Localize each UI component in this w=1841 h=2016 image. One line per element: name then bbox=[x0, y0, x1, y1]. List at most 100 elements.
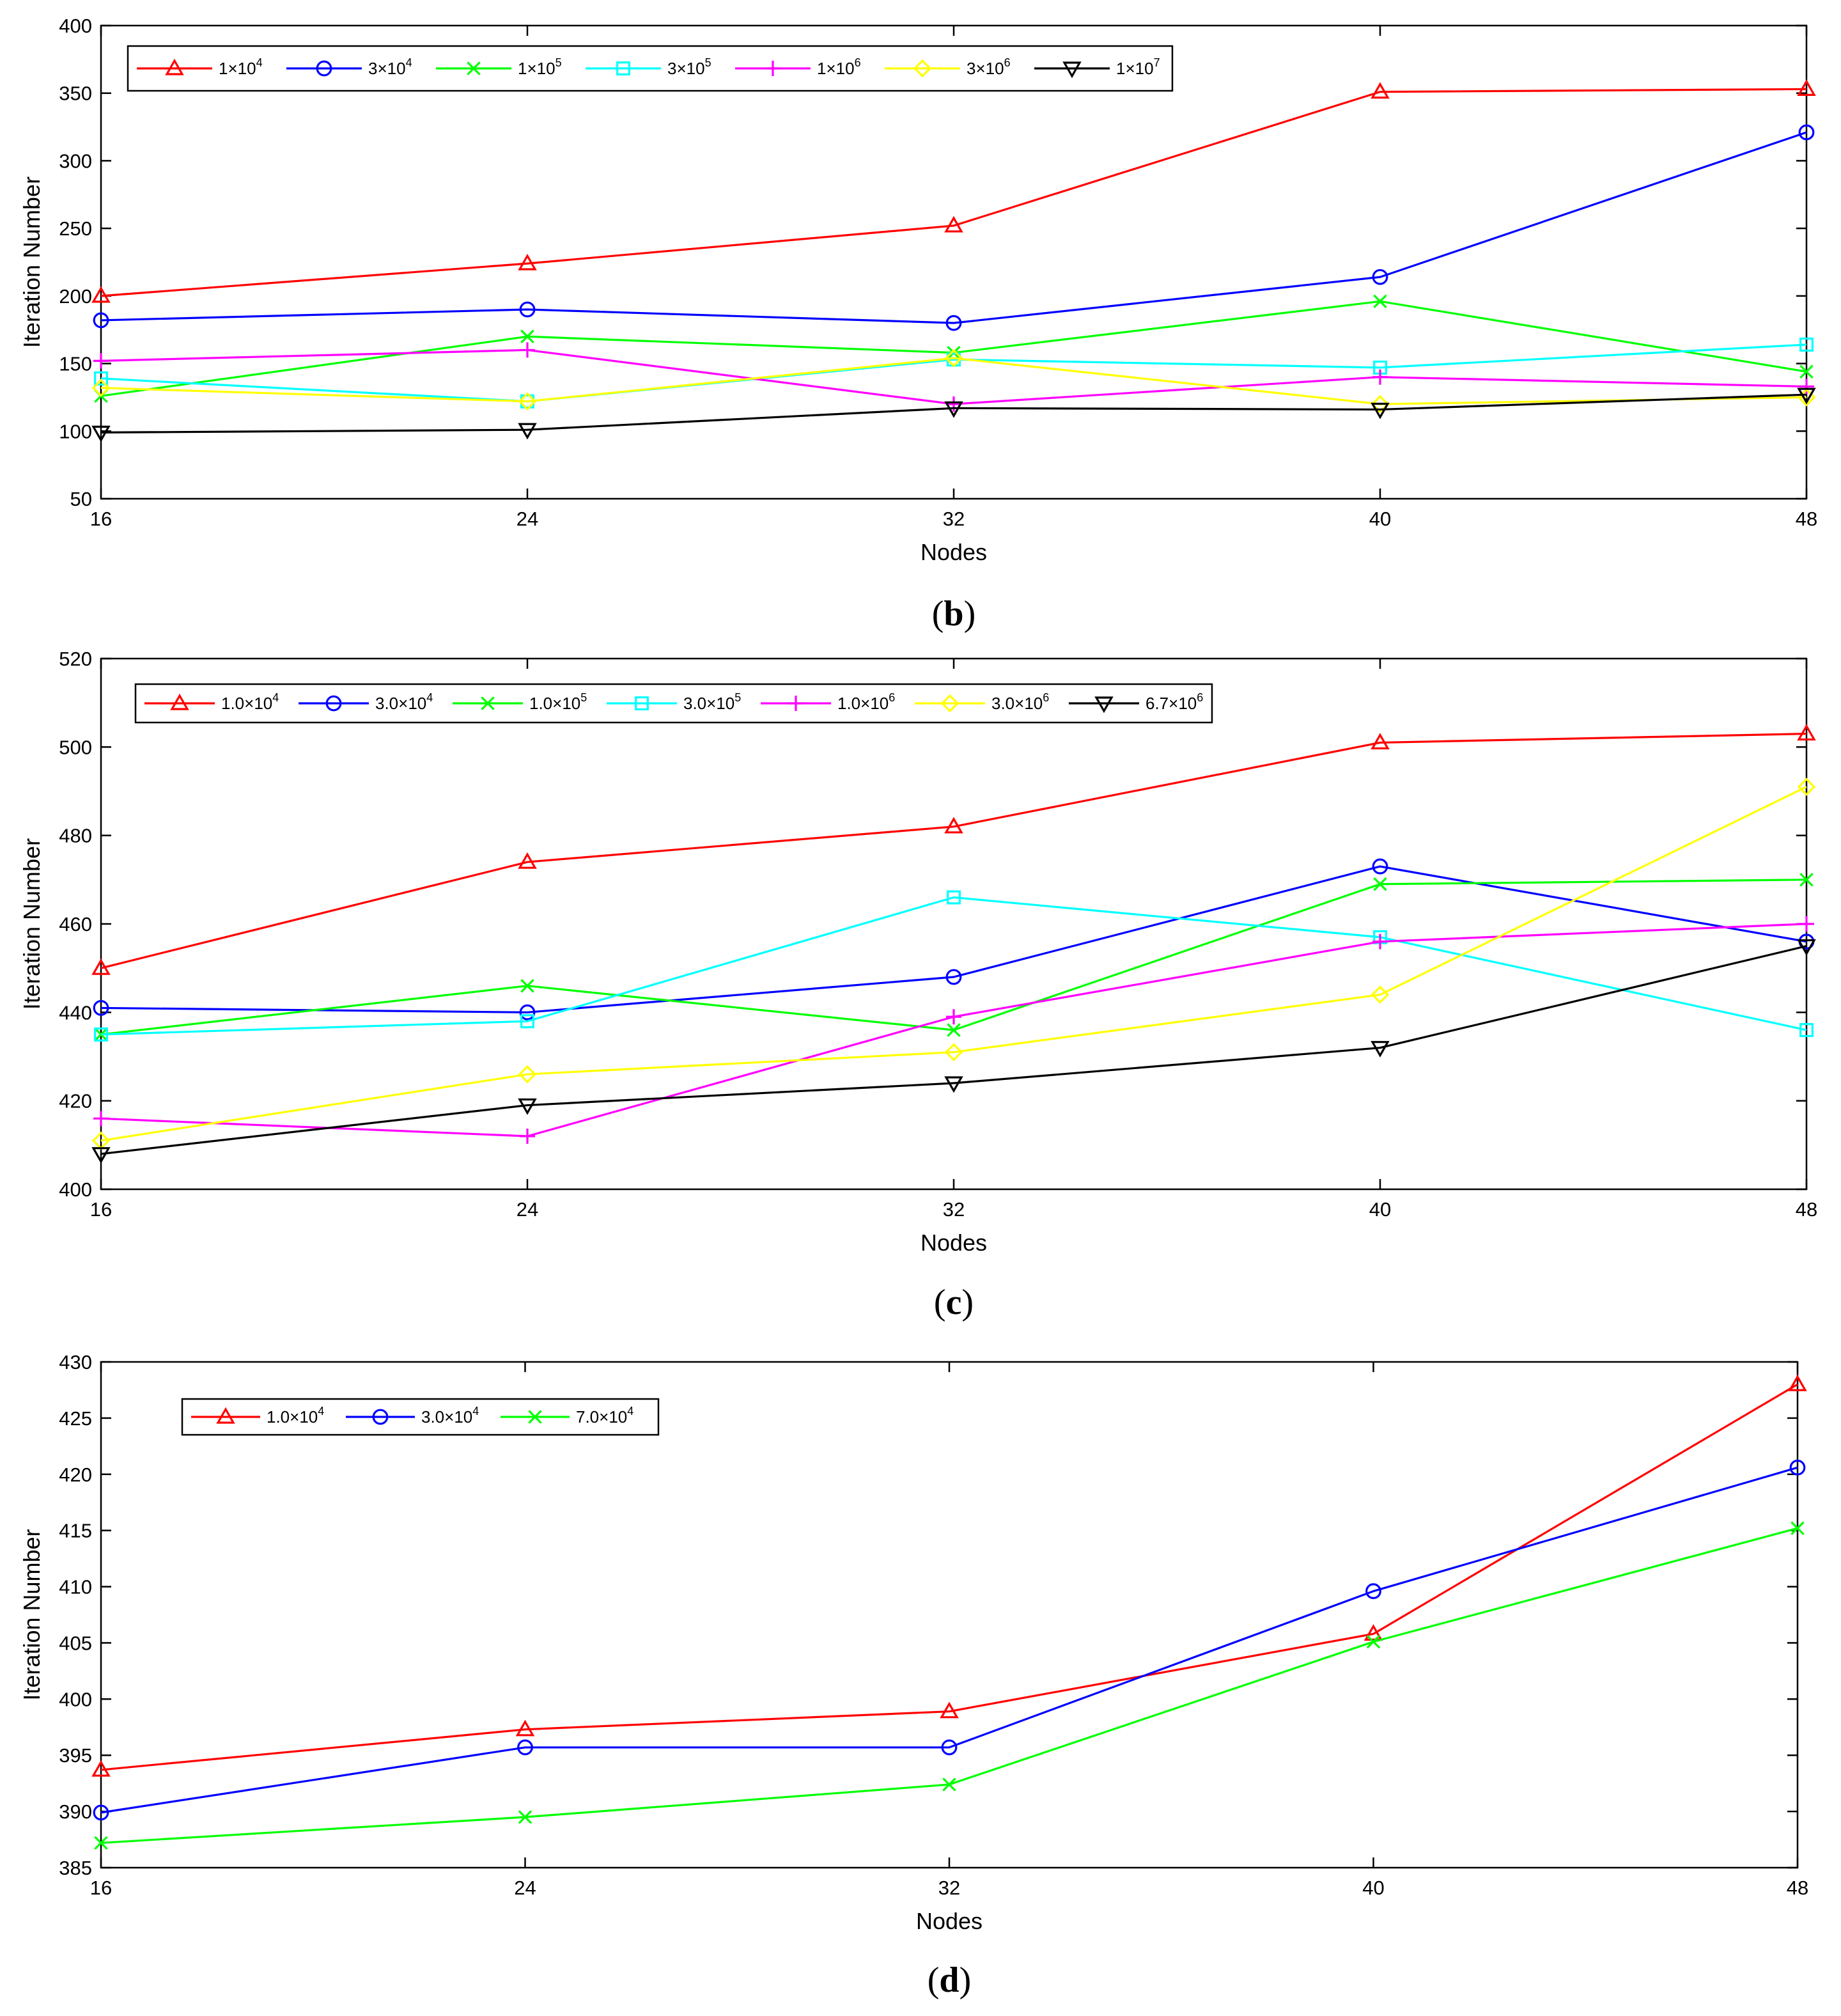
legend-label: 1.0×106 bbox=[837, 691, 895, 713]
series-2 bbox=[93, 858, 1815, 1020]
data-point bbox=[517, 1739, 533, 1756]
legend-label-base: 1.0×10 bbox=[221, 694, 272, 713]
legend-item-4: 3.0×105 bbox=[607, 691, 741, 713]
legend-marker bbox=[316, 60, 332, 77]
data-point bbox=[94, 1028, 108, 1042]
data-point bbox=[1797, 939, 1816, 956]
x-tick-label: 16 bbox=[90, 1877, 112, 1899]
legend-label-exponent: 4 bbox=[472, 1405, 479, 1418]
legend-label: 1.0×105 bbox=[529, 691, 587, 713]
legend-item-2: 3×104 bbox=[286, 56, 412, 78]
y-tick-label: 150 bbox=[59, 353, 92, 375]
y-axis-label: Iteration Number bbox=[19, 176, 45, 348]
plot-frame bbox=[100, 1361, 1799, 1869]
data-point bbox=[1798, 124, 1815, 141]
legend-marker bbox=[616, 61, 630, 75]
legend-item-1: 1.0×104 bbox=[191, 1405, 324, 1426]
data-point bbox=[518, 1065, 537, 1084]
data-point bbox=[515, 1719, 535, 1737]
x-tick-label: 40 bbox=[1362, 1877, 1384, 1899]
x-axis-label: Nodes bbox=[920, 1230, 987, 1256]
data-point bbox=[520, 1014, 534, 1029]
legend-label-exponent: 6 bbox=[1004, 56, 1011, 69]
data-point bbox=[520, 1129, 535, 1144]
legend-marker bbox=[528, 1410, 542, 1424]
caption-close: ) bbox=[964, 594, 976, 634]
data-point bbox=[1788, 1374, 1807, 1391]
caption-open: ( bbox=[934, 1283, 946, 1322]
y-tick-label: 440 bbox=[59, 1001, 92, 1024]
legend-label-exponent: 4 bbox=[406, 56, 412, 69]
x-tick-label: 48 bbox=[1796, 508, 1817, 530]
y-tick-label: 430 bbox=[59, 1351, 92, 1373]
data-point bbox=[94, 1027, 108, 1042]
data-point bbox=[1372, 934, 1388, 949]
legend-marker bbox=[788, 696, 804, 711]
legend-label: 3×105 bbox=[667, 56, 711, 78]
data-point bbox=[944, 215, 963, 233]
data-point bbox=[1799, 364, 1814, 379]
data-point bbox=[1789, 1459, 1806, 1476]
series-1 bbox=[91, 724, 1816, 975]
legend-item-2: 3.0×104 bbox=[346, 1405, 479, 1426]
y-tick-label: 500 bbox=[59, 736, 92, 758]
x-tick-label: 32 bbox=[943, 508, 965, 530]
data-point bbox=[518, 1098, 537, 1115]
data-point bbox=[1371, 1041, 1390, 1058]
legend-item-3: 1×105 bbox=[436, 56, 562, 78]
legend-item-3: 1.0×105 bbox=[453, 691, 587, 713]
data-point bbox=[1372, 858, 1388, 875]
legend-item-7: 6.7×106 bbox=[1069, 691, 1203, 714]
data-point bbox=[1799, 379, 1814, 395]
data-point bbox=[91, 1760, 111, 1777]
data-point bbox=[940, 1701, 959, 1719]
x-tick-label: 24 bbox=[517, 508, 538, 530]
panel-caption: (b) bbox=[932, 594, 975, 634]
x-tick-label: 32 bbox=[938, 1877, 960, 1899]
y-tick-label: 400 bbox=[59, 1688, 92, 1710]
legend-label-exponent: 5 bbox=[705, 56, 711, 69]
legend-item-1: 1.0×104 bbox=[144, 691, 279, 713]
legend-label-base: 7.0×10 bbox=[576, 1407, 627, 1426]
legend-label-base: 3×10 bbox=[368, 59, 406, 78]
y-tick-label: 520 bbox=[59, 648, 92, 670]
series-5 bbox=[93, 342, 1814, 412]
series-line bbox=[100, 131, 1807, 324]
y-axis-label: Iteration Number bbox=[19, 838, 45, 1010]
legend-box bbox=[181, 1398, 660, 1436]
y-tick-label: 390 bbox=[59, 1801, 92, 1823]
series-line bbox=[100, 88, 1807, 297]
legend: 1.0×104 3.0×104 1.0×105 3.0×105 1.0×106 3.0×1… bbox=[134, 683, 1213, 724]
series-line bbox=[100, 732, 1807, 969]
series-line bbox=[100, 896, 1807, 1036]
data-point bbox=[942, 1778, 956, 1792]
legend-marker bbox=[635, 696, 649, 710]
y-tick-label: 425 bbox=[59, 1407, 92, 1430]
y-axis-label: Iteration Number bbox=[19, 1529, 45, 1700]
legend-label-exponent: 6 bbox=[889, 691, 895, 704]
x-axis-label: Nodes bbox=[916, 1908, 983, 1934]
legend-marker bbox=[913, 59, 932, 78]
legend-label: 3×104 bbox=[368, 56, 412, 78]
legend-label-base: 1.0×10 bbox=[529, 694, 580, 713]
series-line bbox=[100, 865, 1807, 1013]
x-axis-label: Nodes bbox=[920, 539, 987, 565]
caption-letter: d bbox=[939, 1960, 959, 2000]
data-point bbox=[1799, 916, 1814, 932]
data-point bbox=[1371, 82, 1390, 99]
data-point bbox=[93, 1000, 109, 1016]
data-point bbox=[1372, 269, 1388, 285]
data-point bbox=[1371, 402, 1390, 419]
data-point bbox=[518, 253, 537, 270]
data-point bbox=[519, 1004, 536, 1020]
y-tick-label: 200 bbox=[59, 285, 92, 308]
y-tick-label: 415 bbox=[59, 1520, 92, 1542]
data-point bbox=[91, 379, 111, 397]
x-tick-label: 16 bbox=[90, 508, 112, 530]
data-point bbox=[1371, 395, 1390, 414]
data-point bbox=[94, 1836, 108, 1850]
y-tick-label: 405 bbox=[59, 1632, 92, 1654]
data-point bbox=[1797, 724, 1816, 741]
legend-item-6: 3.0×106 bbox=[915, 691, 1049, 713]
data-point bbox=[519, 301, 536, 318]
